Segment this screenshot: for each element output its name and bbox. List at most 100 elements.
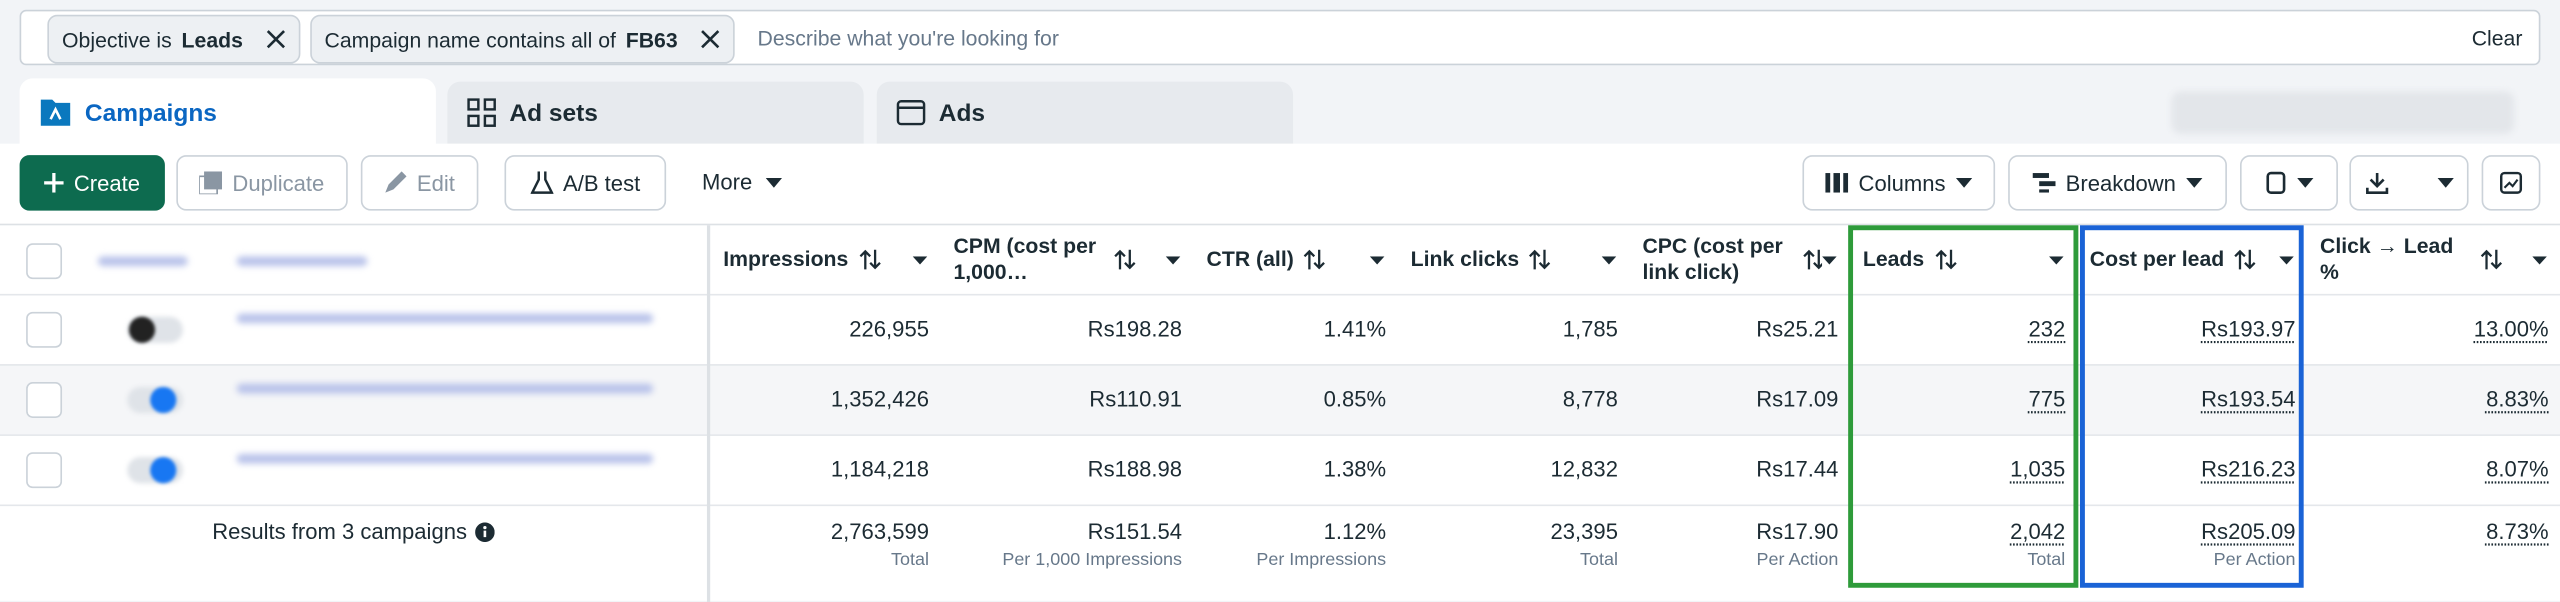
- table-cell[interactable]: Rs193.97: [2077, 294, 2307, 364]
- filter-chip[interactable]: Objective is Leads: [47, 14, 301, 64]
- icon: [2266, 171, 2286, 194]
- icon: [1369, 255, 1385, 264]
- table-cell[interactable]: 8.83%: [2307, 364, 2560, 434]
- header-blur: [236, 256, 368, 267]
- icon: [1825, 173, 1849, 193]
- summary-cell: Rs17.90 Per Action: [1629, 519, 1849, 570]
- label: Breakdown: [2065, 170, 2176, 196]
- table-cell[interactable]: Rs193.54: [2077, 364, 2307, 434]
- cell-value: 13.00%: [2473, 316, 2549, 342]
- header-left: CTR (all): [1207, 247, 1327, 273]
- clear-button[interactable]: Clear: [2471, 26, 2523, 51]
- icon: [1529, 249, 1551, 270]
- icon: [1304, 249, 1326, 270]
- breakdown-button[interactable]: Breakdown: [2008, 155, 2227, 211]
- icon: [385, 171, 408, 193]
- filter-label: Objective is: [62, 26, 172, 52]
- header-left: Leads: [1863, 247, 1957, 273]
- tab-ads[interactable]: Ads: [876, 81, 1294, 144]
- summary-cell: 8.73%: [2307, 519, 2560, 543]
- header-text: Cost per lead: [2089, 246, 2225, 272]
- column-header[interactable]: Cost per lead: [2090, 225, 2294, 294]
- cell-value: Rs216.23: [2201, 457, 2296, 482]
- icon: [1114, 249, 1136, 270]
- caret: [2185, 177, 2203, 188]
- campaign-name[interactable]: [236, 383, 654, 394]
- column-header[interactable]: CPM (cost per 1,000…: [953, 225, 1181, 294]
- header-left: Cost per lead: [2090, 247, 2257, 273]
- header-text: Leads: [1862, 246, 1925, 272]
- icon: [40, 99, 71, 126]
- checkbox[interactable]: [26, 452, 63, 489]
- highlight-box: [1848, 225, 2079, 588]
- cell-value: 12,832: [1550, 457, 1618, 482]
- cell-value: 0.85%: [1323, 386, 1387, 412]
- checkbox[interactable]: [26, 243, 63, 280]
- tab-label: Campaigns: [84, 98, 217, 127]
- icon: [1934, 249, 1957, 270]
- filter-value: FB63: [625, 26, 678, 52]
- table-cell: 226,955: [710, 294, 940, 364]
- table-cell: Rs17.09: [1629, 364, 1849, 434]
- cell-value: 8,778: [1562, 386, 1618, 412]
- table-cell[interactable]: Rs216.23: [2077, 434, 2307, 504]
- campaign-name[interactable]: [236, 313, 654, 324]
- reports-button[interactable]: [2239, 155, 2338, 211]
- campaign-name[interactable]: [236, 453, 654, 464]
- cell-value: 1,352,426: [830, 386, 929, 412]
- table-cell[interactable]: 1,035: [1850, 434, 2077, 504]
- row-stripe: [0, 364, 2560, 435]
- column-header[interactable]: CTR (all): [1207, 225, 1385, 294]
- search-placeholder[interactable]: Describe what you're looking for: [757, 26, 1059, 51]
- label: Results from 3 campaigns: [212, 519, 467, 544]
- duplicate-button[interactable]: Duplicate: [176, 155, 348, 211]
- tab-campaigns[interactable]: Campaigns: [19, 78, 436, 147]
- create-button[interactable]: Create: [19, 155, 165, 211]
- cell-value: Rs17.09: [1756, 386, 1839, 412]
- summary-value: Rs205.09: [2201, 519, 2296, 544]
- tab-label: Ads: [938, 98, 986, 127]
- icon: [2480, 249, 2503, 270]
- icon: [912, 255, 928, 264]
- column-header[interactable]: Leads: [1863, 225, 2064, 294]
- cell-value: Rs17.44: [1756, 457, 1839, 482]
- chart-button[interactable]: [2481, 155, 2541, 211]
- cell-value: Rs193.97: [2201, 316, 2296, 342]
- export-button[interactable]: [2349, 155, 2469, 211]
- edit-button[interactable]: Edit: [360, 155, 479, 211]
- table-cell[interactable]: 8.07%: [2307, 434, 2560, 504]
- date-range[interactable]: [2171, 91, 2515, 134]
- table-cell: 0.85%: [1193, 364, 1397, 434]
- filter-bar: Objective is Leads Campaign name contains …: [19, 9, 2541, 66]
- cell-value: 775: [2028, 386, 2066, 412]
- icon: [530, 171, 554, 194]
- toggle-knob: [150, 386, 177, 414]
- summary-cell: 23,395 Total: [1398, 519, 1630, 570]
- checkbox[interactable]: [26, 382, 63, 418]
- tab-adsets[interactable]: Ad sets: [447, 81, 864, 144]
- column-header[interactable]: CPC (cost per link click): [1642, 225, 1837, 294]
- caret: [2436, 177, 2454, 188]
- table-cell[interactable]: 13.00%: [2307, 294, 2560, 364]
- filter-chip[interactable]: Campaign name contains all of FB63: [309, 14, 735, 64]
- header-left: CPM (cost per 1,000…: [953, 233, 1136, 285]
- table-cell: Rs25.21: [1629, 294, 1849, 364]
- summary-cell: 2,042 Total: [1850, 519, 2077, 570]
- label: Duplicate: [232, 170, 325, 196]
- column-header[interactable]: Impressions: [723, 225, 928, 294]
- column-header[interactable]: Click → Lead %: [2320, 225, 2547, 294]
- data-table: Impressions CPM (cost per 1,000… CTR (all)…: [0, 223, 2560, 602]
- table-cell[interactable]: 775: [1850, 364, 2077, 434]
- ab-test-button[interactable]: A/B test: [504, 155, 667, 211]
- column-header[interactable]: Link clicks: [1411, 225, 1617, 294]
- table-cell[interactable]: 232: [1850, 294, 2077, 364]
- label: A/B test: [563, 170, 641, 196]
- checkbox[interactable]: [26, 311, 63, 348]
- cell-value: 1.41%: [1323, 316, 1387, 342]
- cell-value: 8.83%: [2486, 386, 2549, 412]
- more-button[interactable]: More: [702, 170, 782, 194]
- columns-button[interactable]: Columns: [1802, 155, 1996, 211]
- cell-value: 1,785: [1562, 316, 1618, 342]
- cell-value: 226,955: [849, 316, 929, 342]
